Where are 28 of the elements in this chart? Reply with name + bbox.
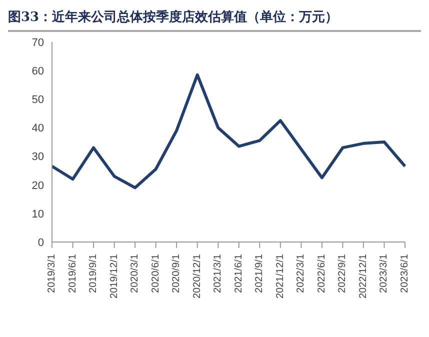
y-tick-label: 20: [32, 180, 44, 192]
x-tick-label: 2020/6/1: [150, 254, 162, 293]
y-tick-label: 30: [32, 151, 44, 164]
x-tick-label: 2021/3/1: [212, 254, 224, 293]
y-tick-label: 50: [32, 94, 44, 106]
x-tick-label: 2019/9/1: [88, 254, 100, 293]
x-tick-label: 2023/6/1: [400, 254, 410, 293]
line-series: [50, 73, 406, 190]
x-tick-label: 2021/6/1: [233, 254, 244, 293]
x-tick-label: 2020/9/1: [171, 254, 182, 293]
y-tick-label: 10: [32, 208, 44, 220]
x-tick-label: 2021/12/1: [274, 254, 286, 298]
y-tick-label: 0: [38, 236, 44, 249]
y-tick-label: 60: [32, 65, 44, 78]
x-tick-label: 2023/3/1: [378, 254, 390, 293]
chart-title: 图33：近年来公司总体按季度店效估算值（单位：万元）: [8, 8, 421, 32]
y-tick-label: 70: [32, 36, 44, 49]
x-tick-label: 2019/3/1: [46, 254, 58, 293]
x-tick-label: 2022/12/1: [358, 254, 369, 298]
x-tick-label: 2022/6/1: [316, 254, 328, 293]
x-tick-label: 2019/12/1: [108, 254, 120, 298]
x-tick-label: 2022/9/1: [337, 254, 348, 293]
x-tick-label: 2019/6/1: [67, 254, 78, 293]
y-tick-label: 40: [32, 122, 44, 135]
x-tick-label: 2020/12/1: [192, 254, 203, 298]
x-tick-label: 2022/3/1: [296, 254, 307, 293]
x-tick-label: 2021/9/1: [254, 254, 266, 293]
x-tick-label: 2020/3/1: [130, 254, 141, 293]
